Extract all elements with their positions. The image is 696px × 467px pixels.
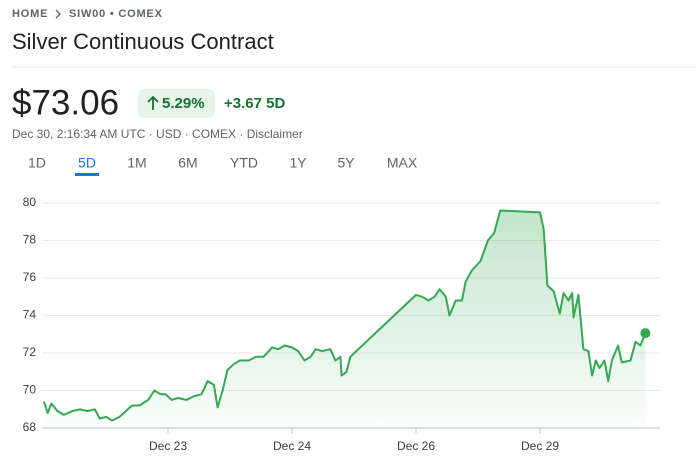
- breadcrumb-symbol: SIW00 • COMEX: [69, 8, 163, 20]
- tab-underline: [75, 173, 99, 176]
- x-tick-label: Dec 24: [273, 439, 311, 453]
- range-tab[interactable]: 1Y: [289, 155, 307, 171]
- x-tick-label: Dec 26: [397, 439, 435, 453]
- up-arrow: [147, 95, 159, 110]
- range-tab[interactable]: 1D: [28, 155, 46, 171]
- change: +3.67 5D: [224, 95, 285, 112]
- y-tick-label: 74: [23, 308, 37, 322]
- y-tick-label: 78: [23, 233, 37, 247]
- chevron: [55, 9, 61, 19]
- change-pill: [138, 89, 215, 118]
- range-tab[interactable]: 1M: [127, 155, 146, 171]
- range-tab[interactable]: 6M: [178, 155, 197, 171]
- range-tab[interactable]: MAX: [387, 155, 418, 171]
- range-tab[interactable]: 5Y: [337, 155, 355, 171]
- meta: Dec 30, 2:16:34 AM UTC · USD · COMEX · D…: [12, 127, 303, 141]
- x-tick-label: Dec 23: [149, 439, 187, 453]
- price-line: [43, 209, 647, 422]
- change-percent: 5.29%: [162, 95, 205, 112]
- range-tab[interactable]: 5D: [78, 155, 96, 171]
- range-tabs: 1D 5D 1M 6M YTD 1Y 5Y MAX: [28, 155, 418, 176]
- price: $73.06: [12, 83, 119, 122]
- y-tick-label: 80: [23, 195, 37, 209]
- range-tab[interactable]: YTD: [230, 155, 258, 171]
- chart: 68 70 72 74 76 78 80 Dec 23 Dec 24 Dec 26 Dec 29: [23, 195, 661, 453]
- y-tick-label: 72: [23, 345, 37, 359]
- last-point: [640, 328, 651, 339]
- price-area: [44, 210, 646, 428]
- y-tick-label: 68: [23, 420, 37, 434]
- breadcrumb-home[interactable]: HOME: [12, 8, 48, 20]
- y-tick-label: 76: [23, 270, 37, 284]
- y-tick-label: 70: [23, 383, 37, 397]
- x-tick-label: Dec 29: [521, 439, 559, 453]
- title: Silver Continuous Contract: [12, 29, 274, 54]
